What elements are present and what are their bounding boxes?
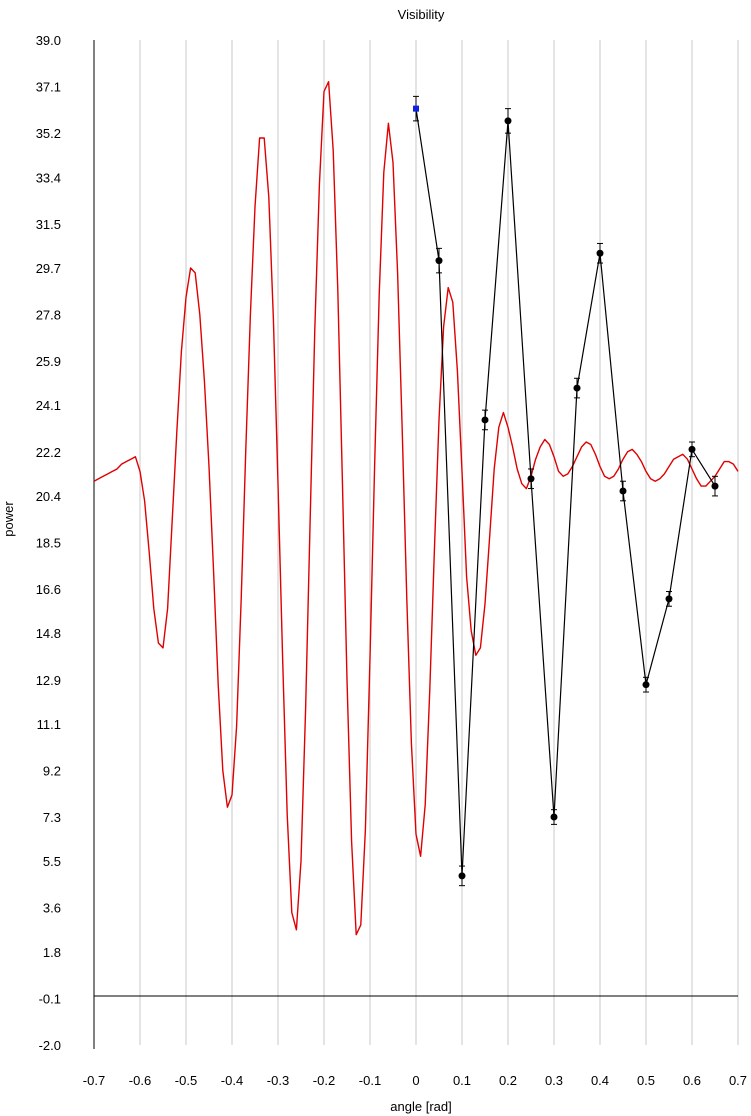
y-tick-label: 25.9 (36, 354, 61, 369)
data-point (481, 416, 489, 424)
data-point (550, 813, 558, 821)
x-tick-label: -0.7 (83, 1073, 105, 1088)
y-tick-label: 24.1 (36, 398, 61, 413)
y-tick-label: 11.1 (37, 717, 61, 732)
x-tick-label: 0.6 (683, 1073, 701, 1088)
x-axis-label: angle [rad] (390, 1099, 451, 1114)
x-tick-label: -0.5 (175, 1073, 197, 1088)
x-tick-label: 0.2 (499, 1073, 517, 1088)
data-point (688, 445, 696, 453)
x-tick-label: -0.1 (359, 1073, 381, 1088)
y-tick-label: 37.1 (36, 80, 61, 95)
y-tick-label: -2.0 (39, 1038, 61, 1053)
y-tick-label: 7.3 (43, 810, 61, 825)
y-tick-label: 1.8 (43, 945, 61, 960)
data-point-first (413, 105, 419, 112)
y-tick-label: 12.9 (36, 673, 61, 688)
y-tick-label: 29.7 (36, 261, 61, 276)
measured-line (415, 108, 716, 876)
data-point (458, 872, 466, 880)
x-tick-label: 0.3 (545, 1073, 563, 1088)
axis-layer (93, 40, 738, 1049)
fit-curve-layer (93, 80, 739, 936)
data-point (619, 487, 627, 495)
grid-layer (139, 40, 739, 1045)
y-tick-label: 9.2 (43, 763, 61, 778)
x-tick-label: 0.1 (453, 1073, 471, 1088)
x-tick-label: -0.3 (267, 1073, 289, 1088)
measured-data-layer (413, 95, 719, 887)
data-point (573, 384, 581, 392)
x-tick-label: -0.4 (221, 1073, 243, 1088)
y-tick-label: 5.5 (43, 854, 61, 869)
y-tick-label: 18.5 (36, 536, 61, 551)
data-point (435, 257, 443, 265)
y-tick-label: 16.6 (36, 582, 61, 597)
y-tick-label: 31.5 (36, 217, 61, 232)
x-tick-labels: -0.7 -0.6 -0.5 -0.4 -0.3 -0.2 -0.1 0 0.1 0.2 0.3 0.… (83, 1073, 747, 1088)
fit-curve-line (93, 80, 739, 936)
data-point (527, 475, 535, 483)
x-tick-label: 0.4 (591, 1073, 609, 1088)
y-tick-label: 39.0 (36, 33, 61, 48)
y-tick-label: 22.2 (36, 445, 61, 460)
y-tick-label: 3.6 (43, 901, 61, 916)
x-tick-label: -0.6 (129, 1073, 151, 1088)
y-tick-label: 35.2 (36, 126, 61, 141)
y-tick-label: -0.1 (39, 991, 61, 1006)
x-tick-label: 0 (412, 1073, 419, 1088)
x-tick-label: 0.7 (729, 1073, 747, 1088)
x-tick-label: 0.5 (637, 1073, 655, 1088)
y-tick-labels: 39.0 37.1 35.2 33.4 31.5 29.7 27.8 25.9 24.1 22.2… (36, 33, 61, 1053)
x-tick-label: -0.2 (313, 1073, 335, 1088)
data-point (504, 117, 512, 125)
data-point (642, 681, 650, 689)
data-point (596, 249, 604, 257)
y-tick-label: 27.8 (36, 308, 61, 323)
data-point (665, 595, 673, 603)
y-tick-label: 20.4 (36, 489, 61, 504)
y-tick-label: 33.4 (36, 170, 61, 185)
chart-title: Visibility (398, 7, 445, 22)
y-axis-label: power (1, 501, 16, 537)
data-point (711, 482, 719, 490)
y-tick-label: 14.8 (36, 626, 61, 641)
